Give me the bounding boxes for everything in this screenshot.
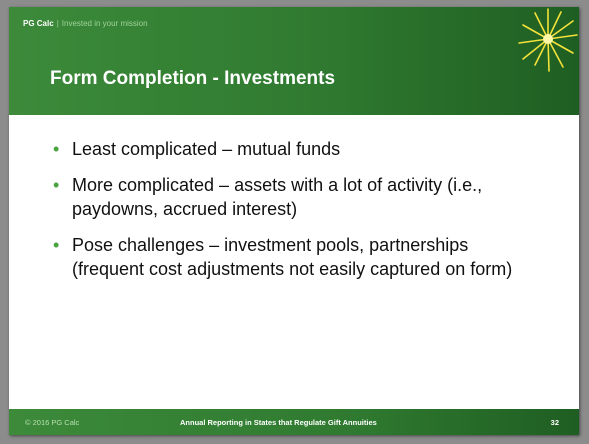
tagline: Invested in your mission <box>61 19 148 28</box>
slide-title: Form Completion - Investments <box>50 68 336 89</box>
copyright: © 2016 PG Calc <box>25 418 80 427</box>
bullet-dot: • <box>53 175 60 195</box>
bullet-text: More complicated – assets with a lot of … <box>72 175 483 219</box>
page-number: 32 <box>550 418 559 427</box>
separator: | <box>56 19 59 28</box>
footer-band: © 2016 PG Calc Annual Reporting in State… <box>9 409 579 435</box>
starburst <box>518 8 578 72</box>
bullet: • Pose challenges – investment pools, par… <box>49 233 519 281</box>
bullet-text: Pose challenges – investment pools, part… <box>72 235 513 279</box>
bullet: • Least complicated – mutual funds <box>49 137 519 161</box>
bullet-list: • Least complicated – mutual funds • More c… <box>49 137 519 293</box>
bullet-dot: • <box>53 139 60 159</box>
header-band: PG Calc | Invested in your mission Form Co… <box>9 7 579 115</box>
bullet-text: Least complicated – mutual funds <box>72 139 341 159</box>
bullet: • More complicated – assets with a lot of… <box>49 173 519 221</box>
bullet-dot: • <box>53 235 60 255</box>
brand: PG Calc <box>23 19 54 28</box>
top-line: PG Calc | Invested in your mission <box>23 19 148 28</box>
footer-title: Annual Reporting in States that Regulate… <box>180 418 377 427</box>
slide: PG Calc | Invested in your mission Form Co… <box>9 7 579 435</box>
